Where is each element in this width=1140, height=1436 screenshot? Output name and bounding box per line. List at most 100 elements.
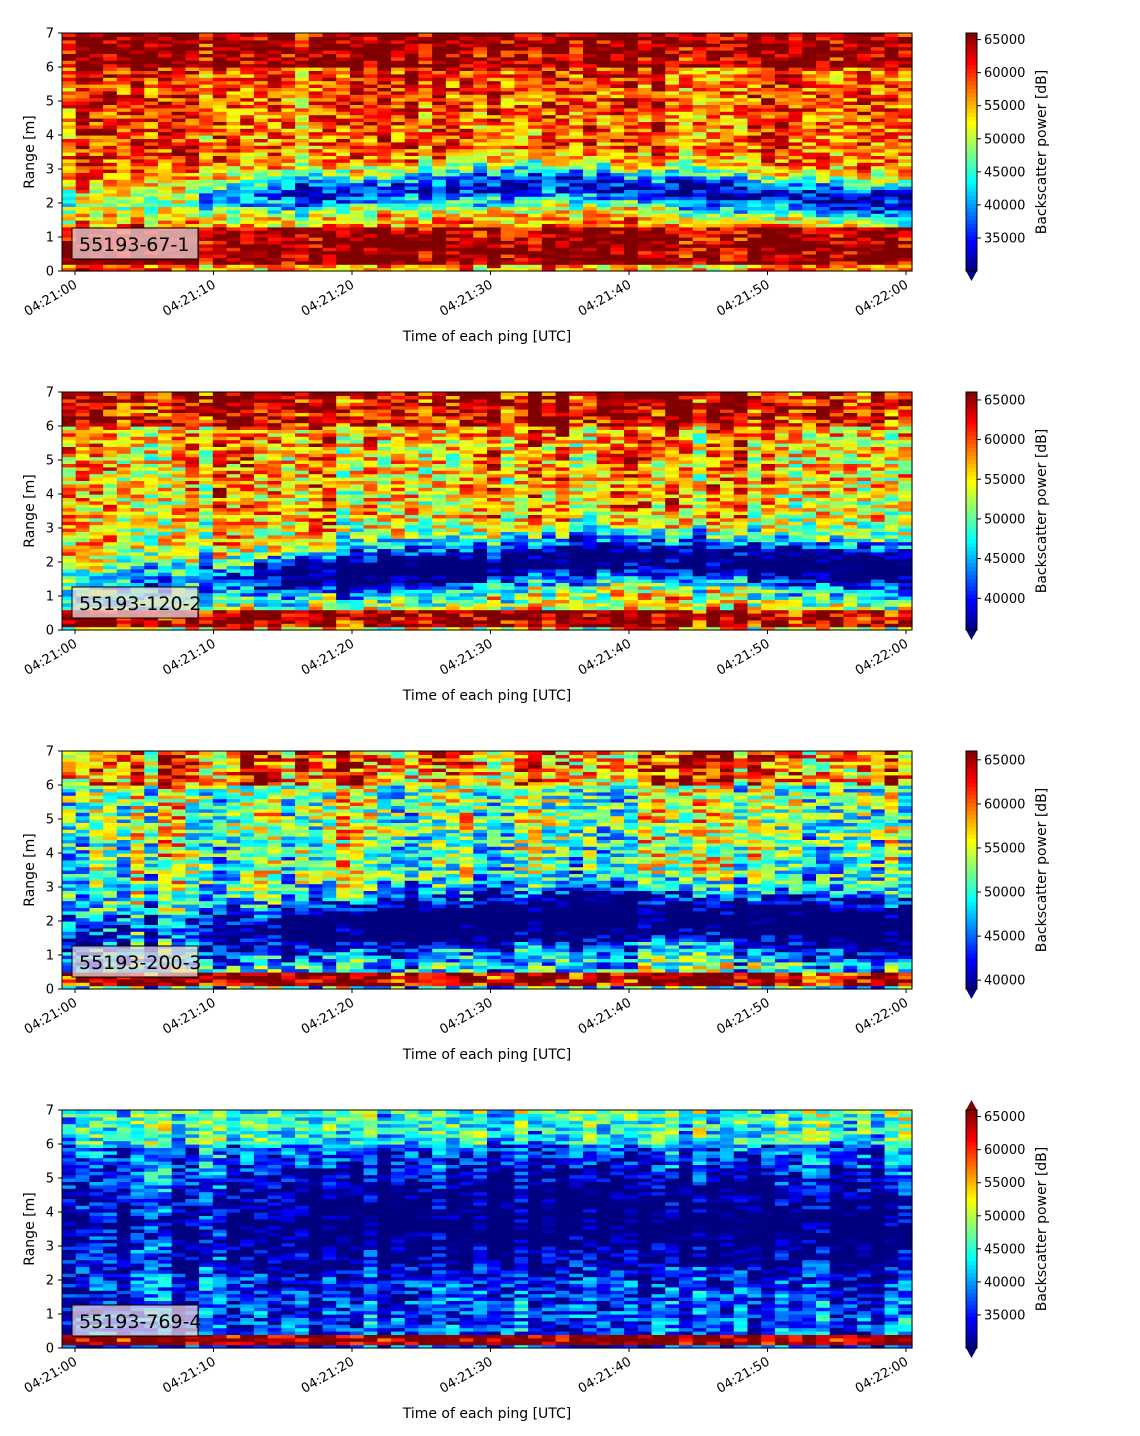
heatmap-cell: [322, 33, 337, 37]
heatmap-cell: [582, 230, 598, 235]
heatmap-cell: [720, 179, 735, 184]
heatmap-cell: [418, 267, 433, 272]
heatmap-cell: [884, 230, 899, 235]
heatmap-cell: [637, 216, 653, 221]
heatmap-cell: [253, 172, 269, 177]
heatmap-cell: [418, 213, 433, 218]
heatmap-cell: [459, 60, 474, 65]
heatmap-cell: [130, 449, 145, 454]
heatmap-cell: [487, 77, 502, 82]
heatmap-cell: [651, 50, 666, 54]
heatmap-cell: [884, 267, 899, 272]
heatmap-cell: [816, 243, 831, 248]
heatmap-cell: [459, 186, 474, 190]
heatmap-cell: [514, 43, 529, 48]
heatmap-cell: [281, 220, 296, 224]
heatmap-cell: [514, 36, 529, 41]
heatmap-cell: [432, 111, 447, 116]
heatmap-cell: [610, 226, 625, 231]
heatmap-cell: [281, 206, 296, 211]
heatmap-cell: [665, 131, 680, 136]
heatmap-cell: [185, 60, 200, 65]
heatmap-cell: [103, 426, 118, 430]
heatmap-cell: [281, 169, 296, 173]
heatmap-cell: [487, 237, 502, 241]
heatmap-cell: [144, 507, 159, 512]
heatmap-cell: [720, 165, 735, 170]
heatmap-cell: [870, 267, 886, 272]
heatmap-cell: [267, 243, 282, 248]
heatmap-cell: [75, 565, 91, 570]
heatmap-cell: [816, 182, 831, 187]
heatmap-cell: [89, 504, 104, 509]
heatmap-cell: [349, 247, 365, 252]
heatmap-cell: [418, 87, 433, 92]
heatmap-cell: [116, 87, 132, 92]
heatmap-cell: [528, 84, 543, 88]
heatmap-cell: [528, 186, 543, 190]
heatmap-cell: [418, 172, 433, 177]
heatmap-cell: [391, 233, 406, 238]
heatmap-cell: [240, 267, 255, 272]
heatmap-cell: [487, 254, 502, 258]
heatmap-cell: [130, 203, 145, 207]
heatmap-cell: [788, 36, 803, 41]
heatmap-cell: [322, 250, 337, 255]
heatmap-cell: [75, 494, 91, 498]
heatmap-cell: [322, 223, 337, 228]
heatmap-cell: [500, 189, 516, 194]
heatmap-cell: [610, 254, 625, 258]
heatmap-cell: [116, 558, 132, 563]
heatmap-cell: [843, 223, 858, 228]
colorbar-tick-label: 50000: [984, 132, 1025, 147]
heatmap-cell: [308, 107, 324, 112]
heatmap-cell: [130, 443, 145, 447]
heatmap-cell: [391, 179, 406, 184]
heatmap-cell: [130, 480, 145, 485]
heatmap-cell: [651, 94, 666, 99]
heatmap-cell: [555, 138, 570, 143]
heatmap-cell: [720, 114, 735, 119]
heatmap-cell: [733, 107, 749, 112]
heatmap-cell: [802, 192, 817, 197]
heatmap-cell: [788, 141, 803, 146]
heatmap-cell: [761, 94, 776, 99]
heatmap-cell: [843, 213, 858, 218]
heatmap-cell: [432, 220, 447, 224]
heatmap-cell: [130, 148, 145, 153]
heatmap-cell: [75, 558, 91, 563]
heatmap-cell: [857, 223, 872, 228]
heatmap-cell: [788, 97, 803, 102]
heatmap-cell: [116, 412, 132, 417]
heatmap-cell: [89, 36, 104, 41]
heatmap-cell: [103, 558, 118, 563]
heatmap-cell: [843, 216, 858, 221]
heatmap-cell: [774, 209, 790, 214]
heatmap-cell: [843, 169, 858, 173]
heatmap-cell: [761, 53, 776, 58]
heatmap-cell: [857, 206, 872, 211]
heatmap-cell: [733, 169, 749, 173]
heatmap-cell: [720, 107, 735, 112]
heatmap-cell: [226, 220, 241, 224]
heatmap-cell: [240, 70, 255, 75]
heatmap-cell: [185, 172, 200, 177]
heatmap-cell: [103, 521, 118, 526]
heatmap-cell: [432, 257, 447, 262]
heatmap-cell: [761, 97, 776, 102]
heatmap-cell: [459, 114, 474, 119]
heatmap-cell: [199, 192, 214, 197]
heatmap-cell: [89, 145, 104, 150]
heatmap-cell: [473, 158, 488, 163]
heatmap-cell: [62, 500, 77, 505]
heatmap-cell: [391, 33, 406, 37]
heatmap-cell: [829, 90, 845, 95]
heatmap-cell: [130, 432, 145, 437]
heatmap-cell: [624, 39, 639, 44]
heatmap-cell: [555, 131, 570, 136]
heatmap-cell: [487, 138, 502, 143]
heatmap-cell: [665, 196, 680, 201]
heatmap-cell: [692, 260, 707, 265]
colorbar-segment: [966, 247, 977, 252]
heatmap-cell: [857, 152, 872, 156]
